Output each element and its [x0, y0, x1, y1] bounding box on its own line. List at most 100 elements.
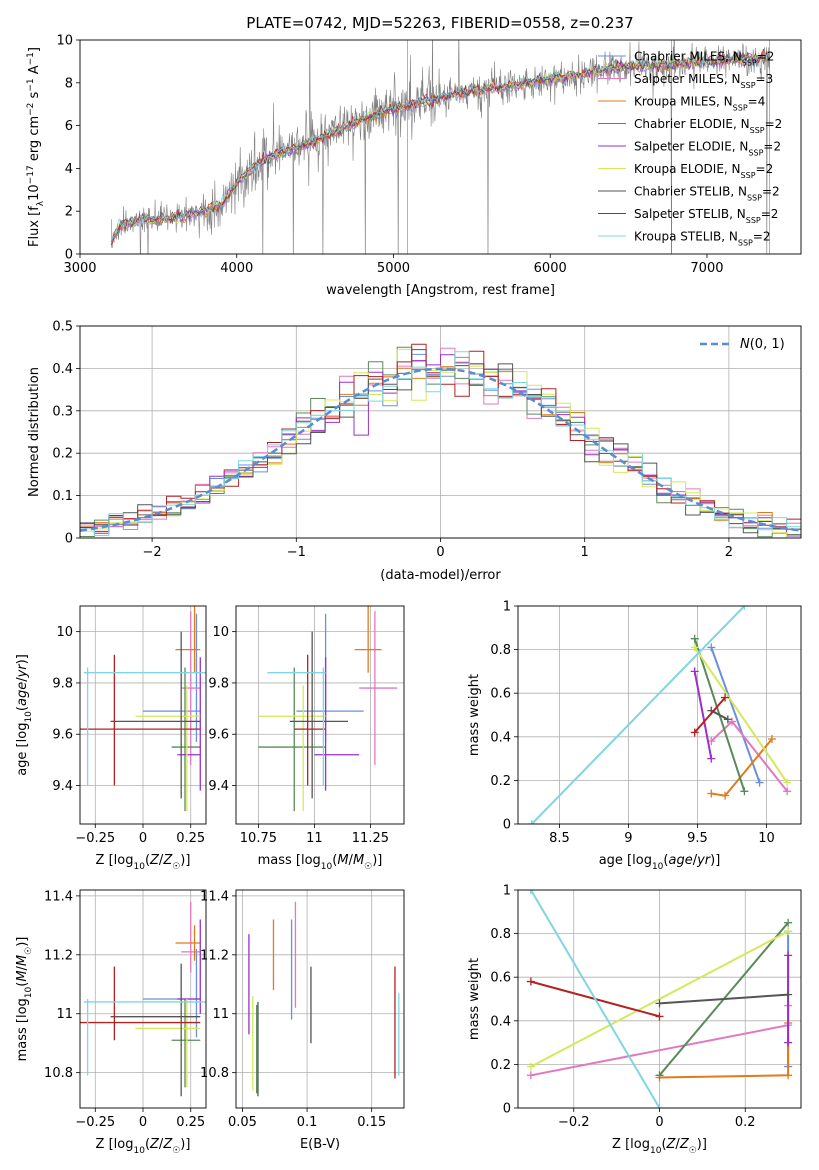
y-tick-label: 10 — [56, 34, 73, 49]
plus-marker — [526, 977, 535, 986]
y-tick-label: 11.4 — [44, 889, 73, 904]
errorbar-point — [171, 667, 201, 812]
plus-marker — [655, 999, 664, 1008]
weight-series — [707, 717, 792, 796]
plus-marker — [723, 715, 732, 724]
age_vs_Z-marks — [80, 606, 206, 812]
errorbar-point — [143, 948, 201, 1038]
plus-marker — [740, 606, 749, 610]
x-tick-label: 7000 — [690, 261, 723, 276]
axes-frame — [79, 325, 802, 539]
y-tick-label: 0.4 — [490, 1014, 511, 1029]
mass_vs_ebv-panel: 0.05 0.1 0.15 10.8 11 11.2 11.4 E(B-V) — [200, 889, 405, 1152]
spectrum-marks — [110, 40, 771, 254]
plus-marker — [783, 778, 792, 787]
x-tick-label: 10.75 — [240, 831, 277, 846]
legend-label: N(0, 1) — [740, 337, 785, 352]
plus-marker — [707, 754, 716, 763]
y-tick-label: 9.6 — [208, 728, 229, 743]
plus-marker — [526, 890, 535, 894]
weight_vs_age-panel: 8.5 9 9.5 10 0 0.2 0.4 0.6 0.8 1 age [log10(age/yr… — [467, 600, 802, 872]
axes-frame — [235, 889, 405, 1109]
errorbar-point — [289, 631, 348, 799]
x-tick-label: 9 — [624, 831, 632, 846]
y-tick-label: 6 — [65, 119, 73, 134]
errorbar-point — [294, 654, 326, 786]
y-tick-label: 11 — [56, 1007, 73, 1022]
legend-label: Kroupa STELIB, NSSP=2 — [634, 230, 771, 248]
y-tick-label: 0.8 — [490, 643, 511, 658]
errorbar-point — [258, 667, 326, 812]
plus-marker — [783, 787, 792, 796]
plus-marker — [784, 1038, 793, 1047]
axes-frame — [517, 889, 802, 1109]
x-tick-label: −0.25 — [75, 831, 115, 846]
weight-series — [707, 643, 764, 787]
x-tick-label: 9.5 — [687, 831, 708, 846]
weight-line — [693, 646, 789, 784]
errorbar-point — [314, 657, 360, 791]
x-tick-label: 4000 — [220, 261, 253, 276]
axis-label: E(B-V) — [300, 1137, 340, 1152]
x-tick-label: 0.15 — [357, 1115, 386, 1130]
plus-marker — [655, 1071, 664, 1080]
y-tick-label: 0.4 — [52, 362, 73, 377]
errorbar-point — [135, 999, 201, 1088]
plus-marker — [727, 717, 736, 726]
errorbar-point — [110, 963, 201, 1097]
legend-label: Salpeter MILES, NSSP=3 — [634, 72, 773, 90]
axis-label: (data-model)/error — [380, 568, 501, 583]
y-tick-label: 11.2 — [200, 948, 229, 963]
x-tick-label: −1 — [287, 545, 306, 560]
y-tick-label: 0 — [65, 248, 73, 263]
y-tick-label: 0.5 — [52, 320, 73, 335]
y-tick-label: 10.8 — [200, 1066, 229, 1081]
plus-marker — [784, 918, 793, 927]
x-tick-label: 11.25 — [352, 831, 389, 846]
x-tick-label: −0.25 — [75, 1115, 115, 1130]
y-tick-label: 0.2 — [490, 1058, 511, 1073]
plus-marker — [740, 787, 749, 796]
errorbar-point — [80, 654, 201, 786]
errorbar-point — [175, 925, 201, 961]
age_vs_mass-marks — [258, 606, 398, 812]
x-tick-label: 0.25 — [176, 831, 205, 846]
y-tick-label: 10 — [56, 625, 73, 640]
x-tick-label: 0 — [436, 545, 444, 560]
plus-marker — [755, 778, 764, 787]
x-tick-label: 11 — [306, 831, 323, 846]
errorbar-point — [354, 606, 382, 673]
y-tick-label: 0 — [503, 818, 511, 833]
plus-marker — [655, 1104, 664, 1108]
y-tick-label: 0.6 — [490, 687, 511, 702]
plus-marker — [690, 667, 699, 676]
axis-label: age [log10(age/yr)] — [15, 654, 34, 776]
plus-marker — [784, 1071, 793, 1080]
axes-frame — [517, 605, 802, 825]
weight-line — [710, 709, 729, 721]
axis-label: mass weight — [467, 674, 482, 756]
axis-label: Normed distribution — [27, 367, 42, 497]
weight-line — [659, 993, 789, 1005]
errorbar-point — [83, 667, 206, 786]
weight-series — [526, 890, 664, 1108]
x-tick-label: 0.1 — [297, 1115, 318, 1130]
y-tick-label: 11.4 — [200, 889, 229, 904]
errorbar-point — [175, 606, 201, 673]
axis-label: mass [log10(M/M☉)] — [15, 937, 34, 1062]
spectrum-panel: 3000 4000 5000 6000 7000 0 2 4 6 8 10 wavelength [A… — [26, 34, 802, 298]
x-tick-label: 1 — [581, 545, 589, 560]
y-tick-label: 0.4 — [490, 730, 511, 745]
weight-series — [690, 643, 792, 787]
y-tick-label: 0.8 — [490, 927, 511, 942]
x-tick-label: 0.2 — [735, 1115, 756, 1130]
plus-marker — [784, 951, 793, 960]
y-tick-label: 1 — [503, 600, 511, 615]
gaussian-curve — [80, 367, 801, 532]
weight-line — [531, 606, 746, 824]
errorbar-point — [359, 611, 398, 766]
errorbar-point — [135, 685, 201, 812]
plus-marker — [784, 990, 793, 999]
plus-marker — [690, 643, 699, 652]
